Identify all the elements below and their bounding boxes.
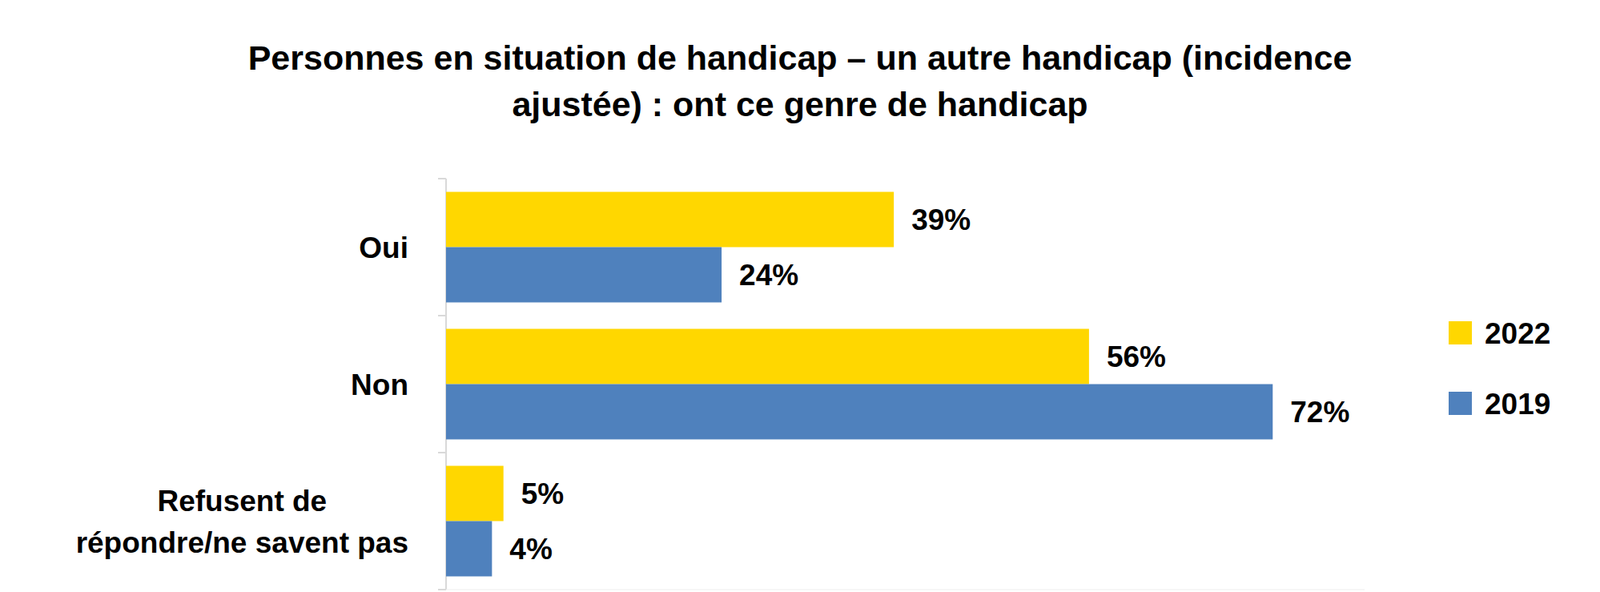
- legend-label: 2019: [1484, 387, 1551, 421]
- category-tick: [438, 314, 447, 317]
- category-label: Refusent de répondre/ne savent pas: [76, 483, 409, 559]
- chart-container: Personnes en situation de handicap – un …: [0, 0, 1600, 592]
- data-label: 24%: [739, 258, 799, 292]
- title-line: ajustée) : ont ce genre de handicap: [511, 84, 1088, 124]
- data-label: 72%: [1290, 395, 1350, 429]
- bar: [446, 247, 722, 303]
- bar: [446, 192, 894, 248]
- bar: [446, 384, 1273, 440]
- chart-svg: Personnes en situation de handicap – un …: [0, 0, 1600, 592]
- data-label: 5%: [521, 477, 564, 511]
- background: [0, 0, 1600, 592]
- bars: [446, 192, 1273, 577]
- category-label: Oui: [358, 230, 409, 264]
- legend: 2022 2019: [1448, 317, 1551, 421]
- category-label-line: Oui: [358, 230, 409, 264]
- bar: [446, 466, 504, 522]
- data-label: 39%: [911, 203, 971, 237]
- data-labels: 39% 24% 56% 72% 5% 4%: [509, 203, 1350, 566]
- legend-label: 2022: [1484, 317, 1551, 350]
- category-tick: [438, 451, 447, 454]
- chart-title: Personnes en situation de handicap – un …: [248, 38, 1353, 124]
- legend-swatch: [1448, 391, 1472, 415]
- data-label: 56%: [1106, 340, 1166, 374]
- legend-swatch: [1448, 321, 1472, 345]
- category-label: Non: [350, 367, 409, 401]
- category-tick: [438, 588, 447, 591]
- category-tick: [438, 177, 447, 180]
- x-axis: [446, 589, 1365, 591]
- category-label-line: répondre/ne savent pas: [76, 525, 409, 559]
- bar: [446, 329, 1090, 385]
- data-label: 4%: [509, 532, 552, 566]
- bar: [446, 521, 492, 577]
- category-label-line: Refusent de: [156, 483, 327, 517]
- title-line: Personnes en situation de handicap – un …: [248, 38, 1353, 77]
- category-label-line: Non: [350, 367, 409, 401]
